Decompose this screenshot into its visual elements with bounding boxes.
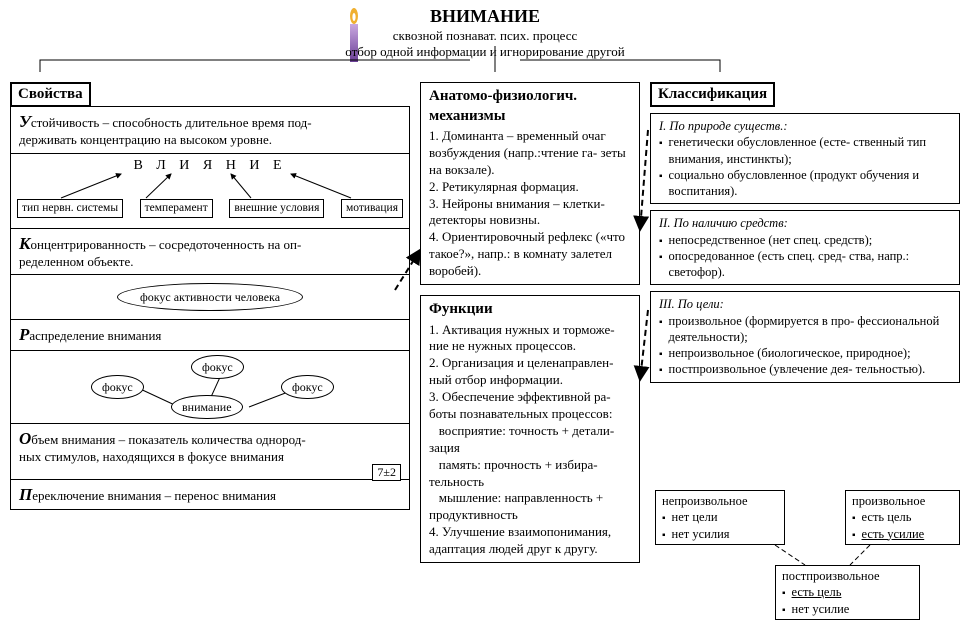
column-properties: Свойства Устойчивость – способность длит… (10, 82, 410, 510)
class-by-goal: III. По цели: произвольное (формируется … (650, 291, 960, 382)
factor-temperament: темперамент (140, 199, 213, 218)
mechanisms-header: Анатомо-физиологич. механизмы (429, 87, 631, 126)
page-subtitle: сквозной познават. псих. процесс отбор о… (0, 28, 970, 61)
prop-perekl: Переключение внимания – перенос внимания (11, 480, 409, 509)
functions-text: 1. Активация нужных и торможе- ние не ну… (429, 322, 631, 558)
focus-activity-block: фокус активности человека (11, 275, 409, 319)
functions-header: Функции (429, 300, 631, 320)
focus-ellipse-2: фокус (191, 355, 244, 379)
factor-motivation: мотивация (341, 199, 403, 218)
mini-postproizv: постпроизвольное есть цель нет усилие (775, 565, 920, 620)
column-middle: Анатомо-физиологич. механизмы 1. Доминан… (420, 82, 640, 563)
page-title: ВНИМАНИЕ (0, 6, 970, 27)
focus-activity-ellipse: фокус активности человека (117, 283, 303, 311)
properties-header: Свойства (10, 82, 91, 107)
classification-header: Классификация (650, 82, 775, 107)
factor-nerv-system: тип нервн. системы (17, 199, 123, 218)
class-by-means: II. По наличию средств: непосредственное… (650, 210, 960, 285)
focus-ellipse-3: фокус (281, 375, 334, 399)
miller-number: 7±2 (372, 464, 401, 481)
class-by-nature: I. По природе существ.: генетически обус… (650, 113, 960, 204)
mechanisms-text: 1. Доминанта – временный очаг возбуждени… (429, 128, 631, 280)
distribution-block: фокус фокус фокус внимание (11, 351, 409, 423)
mechanisms-box: Анатомо-физиологич. механизмы 1. Доминан… (420, 82, 640, 285)
mini-neproizv: непроизвольное нет цели нет усилия (655, 490, 785, 545)
properties-box: Устойчивость – способность длительное вр… (10, 106, 410, 510)
focus-ellipse-1: фокус (91, 375, 144, 399)
prop-ustojchivost: Устойчивость – способность длительное вр… (11, 107, 409, 153)
subtitle-line1: сквозной познават. псих. процесс (393, 28, 578, 43)
subtitle-line2: отбор одной информации и игнорирование д… (345, 44, 624, 59)
factor-conditions: внешние условия (229, 199, 324, 218)
prop-objem: Объем внимания – показатель количества о… (11, 424, 409, 480)
prop-raspredelenie: Распределение внимания (11, 320, 409, 349)
attention-ellipse: внимание (171, 395, 243, 419)
mini-proizv: произвольное есть цель есть усилие (845, 490, 960, 545)
column-classification: Классификация I. По природе существ.: ге… (650, 82, 960, 389)
prop-koncentr: Концентрированность – сосредоточенность … (11, 229, 409, 275)
functions-box: Функции 1. Активация нужных и торможе- н… (420, 295, 640, 563)
influence-block: В Л И Я Н И Е тип нервн. системы темпера… (11, 154, 409, 228)
